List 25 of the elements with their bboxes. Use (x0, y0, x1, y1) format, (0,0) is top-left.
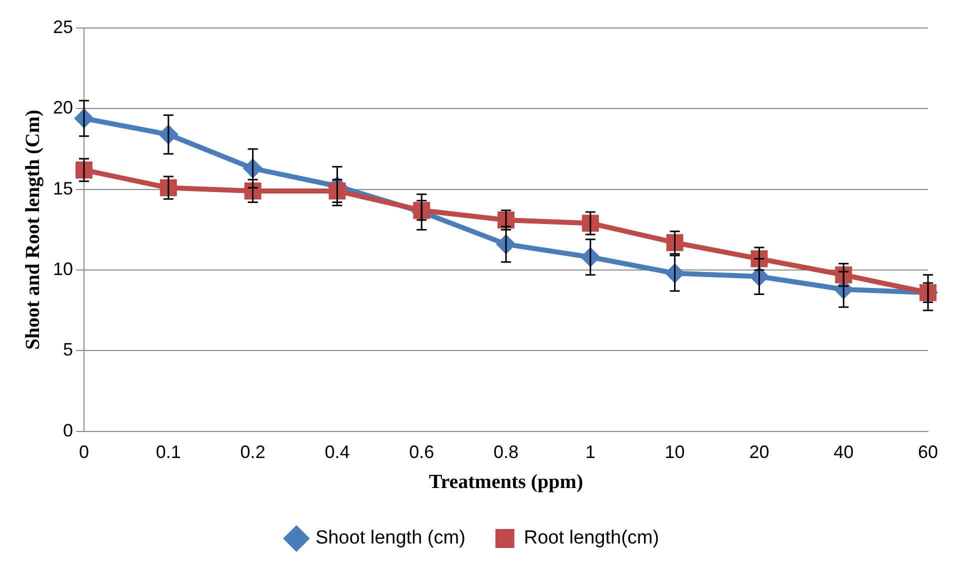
x-tick-label: 0.4 (324, 442, 350, 462)
x-tick-label: 20 (749, 442, 770, 462)
point (666, 234, 684, 252)
x-tick-label: 0.8 (493, 442, 519, 462)
y-tick-label: 15 (52, 178, 74, 198)
x-tick-label: 1 (585, 442, 596, 462)
x-axis-title: Treatments (ppm) (428, 471, 584, 494)
x-tick-label: 0 (79, 442, 90, 462)
legend-label: Root length(cm) (524, 528, 660, 549)
y-tick-label: 5 (63, 340, 74, 360)
x-tick-label: 0.2 (240, 442, 266, 462)
point (413, 202, 430, 219)
y-tick-label: 25 (52, 16, 74, 37)
y-tick-label: 10 (52, 259, 74, 280)
point (328, 182, 346, 200)
point (76, 162, 93, 178)
x-tick-label: 40 (834, 442, 854, 462)
x-tick-label: 60 (918, 442, 938, 462)
y-tick-label: 0 (63, 420, 74, 440)
legend-label: Shoot length (cm) (315, 528, 466, 549)
x-tick-label: 10 (664, 442, 685, 462)
x-tick-label: 0.6 (409, 442, 434, 462)
y-axis-title: Shoot and Root length (Cm) (22, 110, 44, 350)
y-tick-label: 20 (52, 98, 74, 118)
x-tick-label: 0.1 (156, 442, 181, 462)
